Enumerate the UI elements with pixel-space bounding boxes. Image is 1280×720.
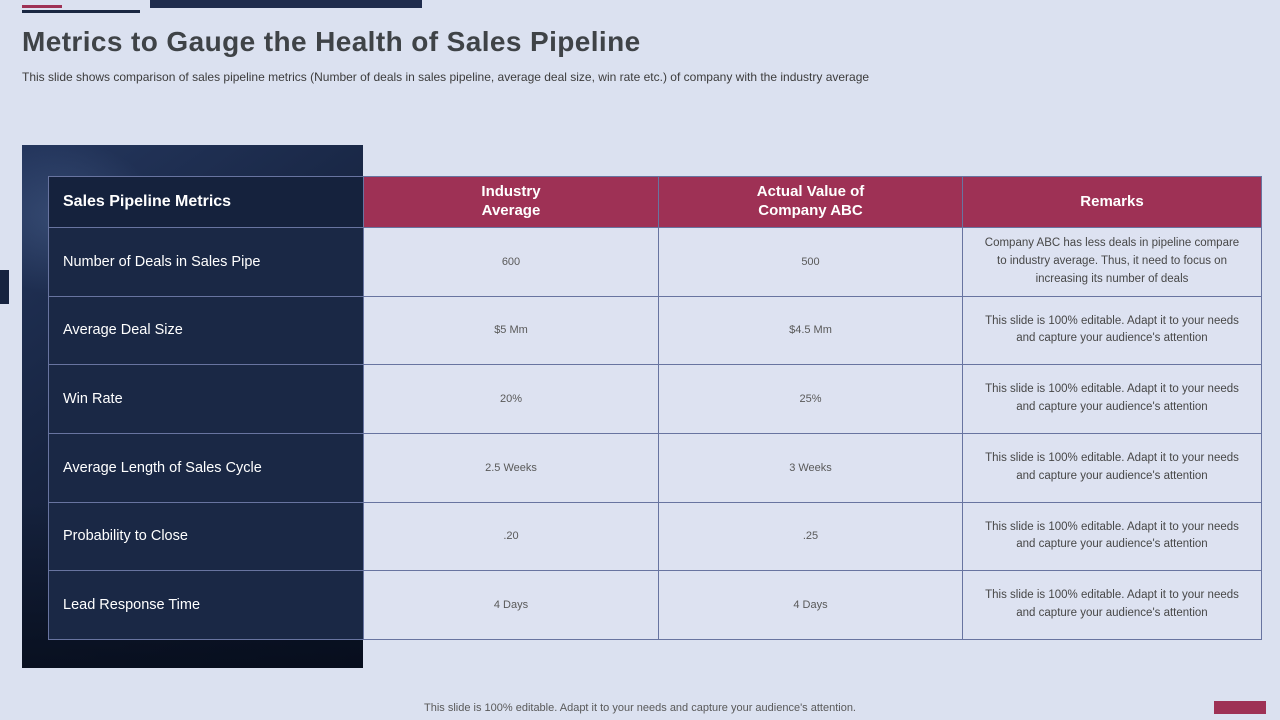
column-header-remarks: Remarks xyxy=(963,177,1261,227)
table-cell-actual-value: 3 Weeks xyxy=(659,433,962,502)
table-cell-metric: Number of Deals in Sales Pipe xyxy=(49,228,363,296)
table-cell-industry-value: 2.5 Weeks xyxy=(364,433,658,502)
table-cell-metric: Probability to Close xyxy=(49,502,363,571)
metrics-table: Sales Pipeline Metrics Industry Average … xyxy=(48,176,1262,640)
table-cell-remarks: This slide is 100% editable. Adapt it to… xyxy=(963,571,1261,639)
table-cell-actual-value: 25% xyxy=(659,365,962,433)
table-cell-industry-value: 4 Days xyxy=(364,571,658,639)
table-cell-industry-value: $5 Mm xyxy=(364,296,658,365)
slide-title: Metrics to Gauge the Health of Sales Pip… xyxy=(22,26,641,57)
column-header-industry-average: Industry Average xyxy=(364,177,658,227)
table-cell-metric: Lead Response Time xyxy=(49,571,363,639)
table-cell-remarks: This slide is 100% editable. Adapt it to… xyxy=(963,365,1261,433)
top-left-maroon-accent xyxy=(22,5,62,8)
table-cell-industry-value: .20 xyxy=(364,502,658,571)
top-navy-bar xyxy=(150,0,422,8)
bottom-right-maroon-bar xyxy=(1214,701,1266,714)
table-cell-metric: Win Rate xyxy=(49,365,363,433)
table-cell-actual-value: .25 xyxy=(659,502,962,571)
top-left-navy-accent xyxy=(22,10,140,13)
table-cell-metric: Average Length of Sales Cycle xyxy=(49,433,363,502)
table-cell-remarks: This slide is 100% editable. Adapt it to… xyxy=(963,296,1261,365)
table-cell-industry-value: 20% xyxy=(364,365,658,433)
table-cell-industry-value: 600 xyxy=(364,228,658,296)
table-cell-remarks: Company ABC has less deals in pipeline c… xyxy=(963,228,1261,296)
left-edge-navy-accent xyxy=(0,270,9,304)
column-header-industry-average-label: Industry Average xyxy=(481,183,541,219)
slide-subtitle: This slide shows comparison of sales pip… xyxy=(22,70,870,84)
table-cell-remarks: This slide is 100% editable. Adapt it to… xyxy=(963,502,1261,571)
table-cell-actual-value: $4.5 Mm xyxy=(659,296,962,365)
table-cell-actual-value: 500 xyxy=(659,228,962,296)
column-header-actual-value-label: Actual Value of Company ABC xyxy=(756,183,865,219)
column-header-actual-value: Actual Value of Company ABC xyxy=(659,177,962,227)
table-cell-actual-value: 4 Days xyxy=(659,571,962,639)
table-cell-remarks: This slide is 100% editable. Adapt it to… xyxy=(963,433,1261,502)
table-cell-metric: Average Deal Size xyxy=(49,296,363,365)
footer-note: This slide is 100% editable. Adapt it to… xyxy=(424,702,856,714)
column-header-metrics: Sales Pipeline Metrics xyxy=(49,177,363,227)
